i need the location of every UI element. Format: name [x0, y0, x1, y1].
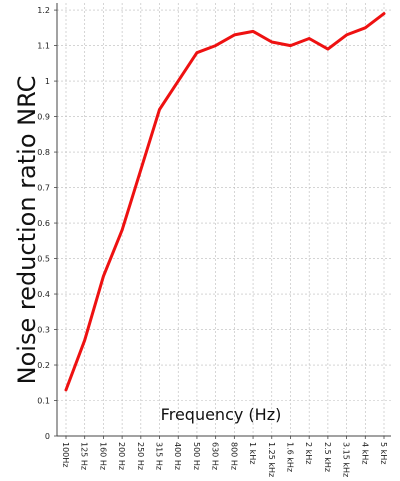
y-tick-label: 0.5 [37, 255, 50, 264]
x-tick-label: 3.15 kHz [342, 442, 351, 477]
series-layer [64, 12, 386, 392]
y-tick-label: 0.9 [37, 113, 50, 122]
grid-lines [57, 3, 391, 436]
data-point [214, 44, 217, 47]
x-axis-label: Frequency (Hz) [161, 405, 282, 424]
y-tick-label: 0.2 [37, 361, 50, 370]
x-tick-label: 1.6 kHz [285, 442, 294, 472]
y-tick-label: 1.1 [37, 42, 50, 51]
data-point [120, 228, 124, 232]
data-point [364, 26, 367, 30]
data-point [289, 44, 292, 47]
y-tick-label: 0.4 [37, 290, 50, 299]
x-tick-label: 4 kHz [360, 442, 369, 464]
y-tick-label: 0.8 [37, 148, 50, 157]
x-tick-label: 5 kHz [379, 442, 388, 464]
data-point [102, 275, 105, 278]
x-tick-label: 1 kHz [248, 442, 257, 464]
x-tick-label: 315 Hz [155, 442, 164, 470]
data-point [251, 30, 255, 33]
x-tick-label: 200 Hz [117, 442, 126, 470]
x-tick-label: 500 Hz [192, 442, 201, 470]
data-point [382, 12, 386, 15]
y-tick-label: 0 [45, 432, 50, 441]
data-point [158, 108, 161, 111]
y-tick-label: 0.7 [37, 184, 50, 193]
y-tick-label: 1.2 [37, 6, 50, 15]
x-tick-label: 800 Hz [229, 442, 238, 470]
y-tick-label: 0.6 [37, 219, 50, 228]
data-point [177, 79, 180, 83]
data-point [345, 33, 348, 37]
y-axis-label: Noise reduction ratio NRC [13, 76, 41, 385]
x-tick-label: 400 Hz [173, 442, 182, 470]
data-point [64, 388, 68, 392]
data-point [270, 40, 273, 44]
x-tick-label: 630 Hz [211, 442, 220, 470]
x-tick-label: 125 Hz [80, 442, 89, 470]
x-tick-label: 250 Hz [136, 442, 145, 470]
data-point [307, 37, 311, 40]
y-tick-label: 0.3 [37, 326, 50, 335]
data-point [139, 168, 143, 172]
y-tick-labels: 0 0.1 0.2 0.3 0.4 0.5 0.6 0.7 0.8 0.9 1 1.1 1.2 [37, 6, 50, 441]
data-point [233, 33, 236, 37]
nrc-series-line [64, 12, 386, 392]
data-point [83, 338, 86, 342]
x-tick-labels: 100Hz 125 Hz 160 Hz 200 Hz 250 Hz 315 Hz 400 H… [61, 442, 388, 477]
x-tick-label: 2.5 kHz [323, 442, 332, 472]
x-tick-label: 160 Hz [98, 442, 107, 470]
axes [54, 3, 391, 439]
data-point [326, 47, 330, 51]
x-tick-label: 100Hz [61, 442, 70, 467]
y-tick-label: 1 [45, 77, 50, 86]
y-tick-label: 0.1 [37, 397, 50, 406]
data-point [195, 51, 199, 54]
x-tick-label: 1.25 kHz [267, 442, 276, 477]
x-tick-label: 2 kHz [304, 442, 313, 464]
